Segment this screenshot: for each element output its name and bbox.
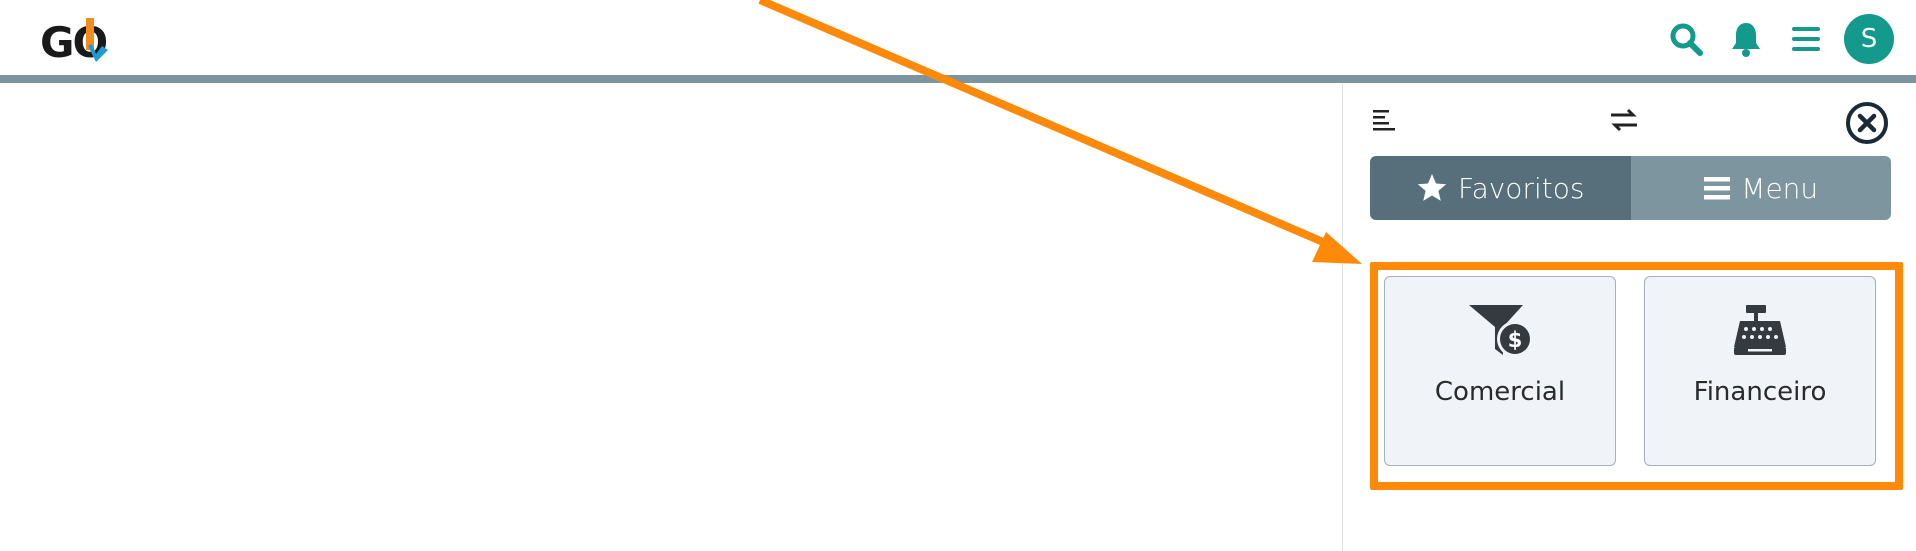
logo-mark-icon [86, 18, 108, 62]
list-icon [1704, 177, 1731, 200]
tab-favoritos-label: Favoritos [1458, 171, 1585, 205]
avatar[interactable]: S [1844, 14, 1894, 64]
header-divider [0, 75, 1916, 83]
tab-menu-label: Menu [1741, 171, 1819, 205]
favorite-comercial-label: Comercial [1434, 377, 1566, 407]
favorite-financeiro[interactable]: Financeiro [1644, 276, 1876, 466]
side-panel: Favoritos Menu $ Comercial [1342, 83, 1916, 551]
bell-icon[interactable] [1716, 14, 1776, 64]
close-circle-icon[interactable] [1843, 99, 1891, 147]
swap-icon[interactable] [1607, 105, 1641, 135]
favorite-comercial[interactable]: $ Comercial [1384, 276, 1616, 466]
favorites-grid: $ Comercial Financeiro [1384, 276, 1887, 466]
cash-register-icon [1734, 305, 1786, 355]
hamburger-icon[interactable] [1776, 14, 1836, 64]
tab-menu[interactable]: Menu [1630, 156, 1891, 220]
align-left-icon[interactable] [1369, 105, 1399, 135]
favorite-financeiro-label: Financeiro [1693, 377, 1827, 407]
funnel-dollar-icon: $ [1469, 305, 1533, 357]
svg-text:$: $ [1508, 328, 1523, 352]
search-icon[interactable] [1656, 14, 1716, 64]
app-logo[interactable]: GO [40, 16, 120, 68]
star-icon [1417, 174, 1447, 201]
top-bar: GO S [0, 0, 1916, 76]
highlight-box [1370, 262, 1903, 490]
tab-favoritos[interactable]: Favoritos [1370, 156, 1631, 220]
panel-tabs: Favoritos Menu [1370, 156, 1891, 220]
